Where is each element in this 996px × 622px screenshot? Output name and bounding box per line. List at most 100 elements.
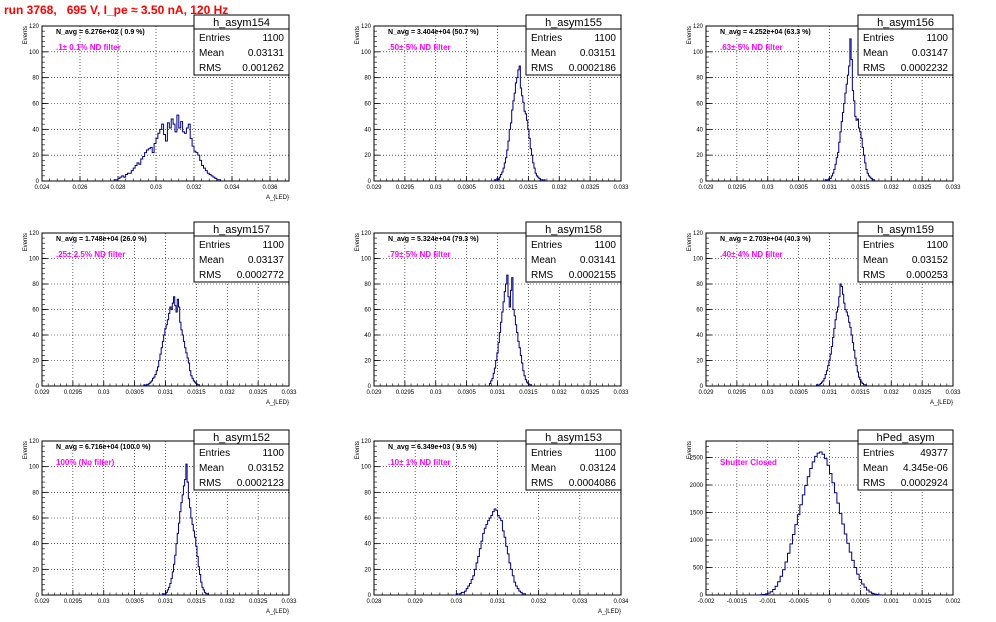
x-axis-label: A_{LED} bbox=[930, 400, 953, 406]
y-tick-label: 60 bbox=[364, 516, 371, 522]
x-tick-label: 0.029 bbox=[366, 390, 382, 396]
y-tick-label: 20 bbox=[364, 153, 371, 159]
histogram-series bbox=[488, 274, 532, 386]
stats-value: 0.03131 bbox=[248, 48, 285, 59]
stats-value: 0.03141 bbox=[580, 255, 617, 266]
stats-key: RMS bbox=[863, 63, 886, 74]
x-tick-label: 0.032 bbox=[220, 390, 236, 396]
y-tick-label: 120 bbox=[361, 439, 372, 445]
x-tick-label: 0.031 bbox=[490, 599, 506, 605]
y-tick-label: 60 bbox=[696, 308, 703, 314]
x-tick-label: 0.029 bbox=[698, 185, 714, 191]
run-title: run 3768, 695 V, I_pe ≈ 3.50 nA, 120 Hz bbox=[4, 3, 229, 17]
y-tick-label: 0 bbox=[368, 179, 372, 185]
x-tick-label: 0.0295 bbox=[396, 390, 415, 396]
x-tick-label: 0.0315 bbox=[519, 185, 538, 191]
navg-label: N_avg = 6.349e+03 ( 9.5 %) bbox=[388, 444, 477, 451]
x-tick-label: 0.033 bbox=[613, 185, 629, 191]
navg-label: N_avg = 6.276e+02 ( 0.9 %) bbox=[56, 29, 145, 36]
stats-key: RMS bbox=[531, 478, 554, 489]
stats-box bbox=[525, 221, 622, 283]
stats-key: RMS bbox=[199, 478, 222, 489]
x-axis-label: A_{LED} bbox=[266, 609, 289, 615]
navg-label: N_avg = 2.703e+04 (40.3 %) bbox=[720, 236, 811, 243]
x-tick-label: 0.03 bbox=[430, 185, 442, 191]
histogram-series bbox=[455, 508, 526, 596]
x-tick-label: 0.0325 bbox=[913, 185, 932, 191]
stats-value: 0.03152 bbox=[912, 255, 949, 266]
y-tick-label: 60 bbox=[32, 308, 39, 314]
histogram-series bbox=[757, 451, 882, 596]
y-axis-label: Events bbox=[355, 233, 361, 251]
filter-annotation: .63± 5% ND filter bbox=[720, 43, 783, 52]
filter-annotation: .50± 5% ND filter bbox=[388, 43, 451, 52]
y-tick-label: 120 bbox=[29, 24, 40, 30]
x-tick-label: 0.034 bbox=[613, 599, 629, 605]
x-tick-label: 0.0315 bbox=[187, 390, 206, 396]
x-tick-label: -0.0015 bbox=[727, 599, 748, 605]
navg-label: N_avg = 3.404e+04 (50.7 %) bbox=[388, 29, 479, 36]
histogram-series bbox=[816, 283, 867, 387]
stats-value: 0.0002772 bbox=[237, 270, 285, 281]
y-tick-label: 20 bbox=[364, 567, 371, 573]
histogram-panel-h_asym155: 0.029 0.0295 0.03 0.0305 0.031 0.0315 0.032 0.0… bbox=[355, 14, 629, 191]
y-tick-label: 60 bbox=[696, 102, 703, 108]
stats-value: 1100 bbox=[926, 33, 948, 44]
stats-key: RMS bbox=[531, 63, 554, 74]
filter-annotation: .1± 0.1% ND filter bbox=[56, 43, 121, 52]
x-tick-label: 0.033 bbox=[281, 599, 297, 605]
y-tick-label: 120 bbox=[693, 231, 704, 237]
stats-value: 0.000253 bbox=[906, 270, 948, 281]
stats-value: 1100 bbox=[262, 448, 284, 459]
x-tick-label: 0.0005 bbox=[851, 599, 870, 605]
x-tick-label: 0.0325 bbox=[249, 390, 268, 396]
x-tick-label: 0.032 bbox=[884, 185, 900, 191]
navg-label: N_avg = 4.252e+04 (63.3 %) bbox=[720, 29, 811, 36]
stats-value: 4.345e-06 bbox=[903, 463, 948, 474]
x-tick-label: 0.0295 bbox=[64, 599, 83, 605]
stats-value: 1100 bbox=[594, 448, 616, 459]
stats-key: Entries bbox=[531, 448, 562, 459]
y-tick-label: 100 bbox=[693, 50, 704, 56]
y-tick-label: 40 bbox=[364, 542, 371, 548]
stats-value: 0.03151 bbox=[580, 48, 617, 59]
stats-box bbox=[857, 221, 954, 283]
filter-annotation: 100% (No filter) bbox=[56, 458, 115, 467]
y-axis-label: Events bbox=[355, 441, 361, 459]
stats-key: Mean bbox=[199, 255, 224, 266]
x-tick-label: 0.029 bbox=[34, 390, 50, 396]
y-tick-label: 80 bbox=[696, 282, 703, 288]
navg-label: N_avg = 1.748e+04 (26.0 %) bbox=[56, 236, 147, 243]
x-tick-label: 0.031 bbox=[158, 390, 174, 396]
x-tick-label: 0.002 bbox=[945, 599, 961, 605]
histogram-series bbox=[824, 38, 876, 182]
y-axis-label: Events bbox=[23, 441, 29, 459]
x-tick-label: 0.029 bbox=[698, 390, 714, 396]
stats-key: RMS bbox=[199, 63, 222, 74]
y-tick-label: 0 bbox=[36, 593, 40, 599]
filter-annotation: .40± 4% ND filter bbox=[720, 250, 783, 259]
x-tick-label: 0 bbox=[828, 599, 832, 605]
histogram-panel-h_asym154: 0.024 0.026 0.028 0.03 0.032 0.034 0.036 0 20 40 6… bbox=[23, 14, 290, 201]
stats-value: 0.03152 bbox=[248, 463, 285, 474]
stats-key: RMS bbox=[863, 270, 886, 281]
y-tick-label: 40 bbox=[32, 333, 39, 339]
stats-box bbox=[193, 429, 290, 491]
y-tick-label: 120 bbox=[693, 24, 704, 30]
x-tick-label: 0.0305 bbox=[457, 185, 476, 191]
y-tick-label: 20 bbox=[32, 567, 39, 573]
x-tick-label: 0.0325 bbox=[249, 599, 268, 605]
y-tick-label: 2500 bbox=[690, 456, 704, 462]
x-tick-label: 0.0295 bbox=[396, 185, 415, 191]
y-axis-label: Events bbox=[23, 26, 29, 44]
y-tick-label: 100 bbox=[693, 257, 704, 263]
x-axis-label: A_{LED} bbox=[266, 195, 289, 201]
stats-key: Mean bbox=[531, 255, 556, 266]
stats-value: 0.0004086 bbox=[569, 478, 617, 489]
y-tick-label: 100 bbox=[361, 50, 372, 56]
stats-key: Entries bbox=[199, 448, 230, 459]
x-tick-label: 0.032 bbox=[531, 599, 547, 605]
y-tick-label: 0 bbox=[36, 384, 40, 390]
stats-value: 0.0002232 bbox=[901, 63, 949, 74]
y-tick-label: 40 bbox=[32, 127, 39, 133]
